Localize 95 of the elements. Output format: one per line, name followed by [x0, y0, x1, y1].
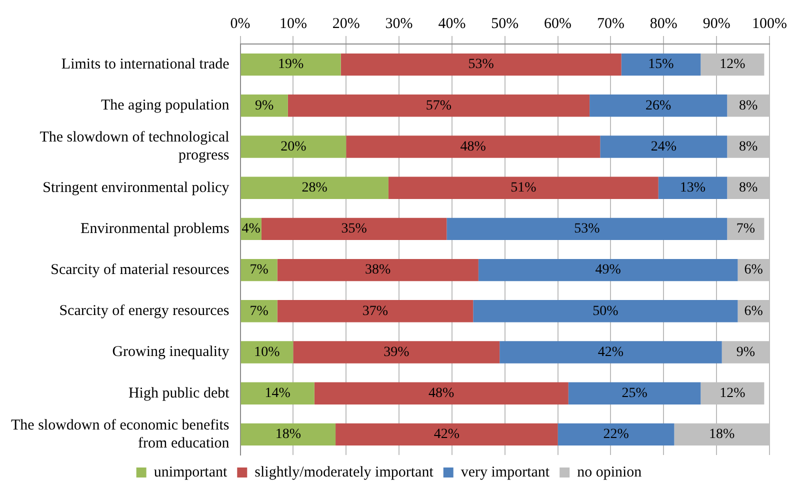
x-tick-label: 70% [596, 16, 624, 32]
x-tick-label: 60% [544, 16, 572, 32]
data-label: 53% [468, 57, 494, 72]
data-label: 9% [736, 344, 756, 360]
legend-label: very important [460, 464, 550, 480]
bar [600, 136, 728, 158]
data-label: 9% [255, 98, 274, 114]
data-label: 13% [680, 180, 706, 196]
bar [314, 382, 568, 404]
data-label: 20% [280, 139, 307, 154]
data-label: 28% [302, 180, 328, 196]
data-label: 7% [736, 222, 756, 237]
bar [336, 423, 558, 446]
bar [568, 382, 701, 404]
bar [340, 53, 622, 76]
bar [590, 94, 728, 117]
data-label: 12% [720, 57, 746, 72]
bar [261, 218, 447, 240]
data-label: 37% [362, 304, 388, 319]
y-tick-label: Scarcity of material resources [50, 262, 230, 278]
x-tick-label: 50% [491, 16, 519, 32]
data-label: 19% [278, 57, 304, 72]
bar [446, 218, 728, 240]
bar [478, 258, 738, 282]
data-label: 51% [510, 180, 537, 196]
x-tick-label: 100% [752, 16, 787, 32]
data-label: 53% [574, 222, 600, 237]
x-tick-label: 10% [279, 16, 307, 32]
data-label: 25% [622, 386, 648, 402]
legend-label: unimportant [154, 464, 228, 480]
bar [621, 53, 701, 76]
bar [240, 258, 278, 282]
data-label: 18% [275, 427, 302, 442]
data-label: 50% [592, 304, 619, 319]
legend-label: slightly/moderately important [254, 464, 434, 480]
data-label: 6% [744, 262, 764, 278]
data-label: 38% [365, 262, 392, 278]
y-tick-label: Environmental problems [80, 220, 230, 237]
y-tick-label: The slowdown of technological progress [40, 130, 230, 164]
data-label: 14% [264, 386, 291, 402]
y-tick-label: Growing inequality [112, 344, 230, 360]
x-tick-label: 90% [702, 16, 730, 32]
data-label: 7% [250, 262, 269, 278]
bar [288, 94, 590, 117]
data-label: 35% [341, 222, 368, 237]
data-label: 39% [384, 344, 410, 360]
data-label: 22% [603, 427, 630, 442]
bar [240, 176, 388, 199]
x-tick-label: 40% [438, 16, 466, 32]
bar [473, 300, 738, 322]
bar [277, 258, 478, 282]
bar [240, 382, 314, 404]
y-tick-label: Limits to international trade [61, 56, 230, 72]
data-label: 48% [428, 386, 455, 402]
legend-label: no opinion [577, 464, 642, 480]
y-tick-label: The aging population [100, 98, 230, 114]
data-label: 49% [595, 262, 622, 278]
x-tick-label: 20% [332, 16, 360, 32]
data-label: 18% [709, 427, 736, 442]
data-label: 8% [738, 180, 758, 196]
bar [240, 94, 288, 117]
bar [240, 53, 341, 76]
data-label: 42% [598, 344, 624, 360]
y-tick-label: The slowdown of economic benefits from education [10, 417, 230, 452]
data-label: 8% [738, 98, 758, 114]
bar [240, 300, 278, 322]
x-tick-label: 0% [230, 16, 250, 32]
y-tick-label: Stringent environmental policy [42, 180, 230, 196]
x-tick-label: 80% [650, 16, 678, 32]
data-label: 15% [648, 57, 674, 72]
bar [240, 136, 346, 158]
bar [727, 218, 764, 240]
bar [558, 423, 674, 446]
y-tick-label: High public debt [128, 385, 230, 402]
data-label: 4% [242, 222, 261, 237]
data-label: 12% [720, 386, 746, 402]
x-tick-label: 30% [385, 16, 413, 32]
bar [240, 341, 294, 364]
data-label: 6% [744, 304, 764, 319]
data-label: 26% [646, 98, 672, 114]
y-tick-label: Scarcity of energy resources [59, 303, 230, 320]
data-label: 42% [434, 427, 460, 442]
bar [346, 136, 600, 158]
bar [277, 300, 474, 322]
bar [500, 341, 722, 364]
data-label: 57% [426, 98, 452, 114]
data-label: 10% [254, 344, 280, 360]
data-label: 7% [250, 304, 269, 319]
bar [240, 423, 336, 446]
data-label: 48% [460, 139, 486, 154]
data-label: 24% [650, 139, 677, 154]
bar [658, 176, 728, 199]
bar [293, 341, 500, 364]
bar [388, 176, 658, 199]
data-label: 8% [738, 139, 758, 154]
